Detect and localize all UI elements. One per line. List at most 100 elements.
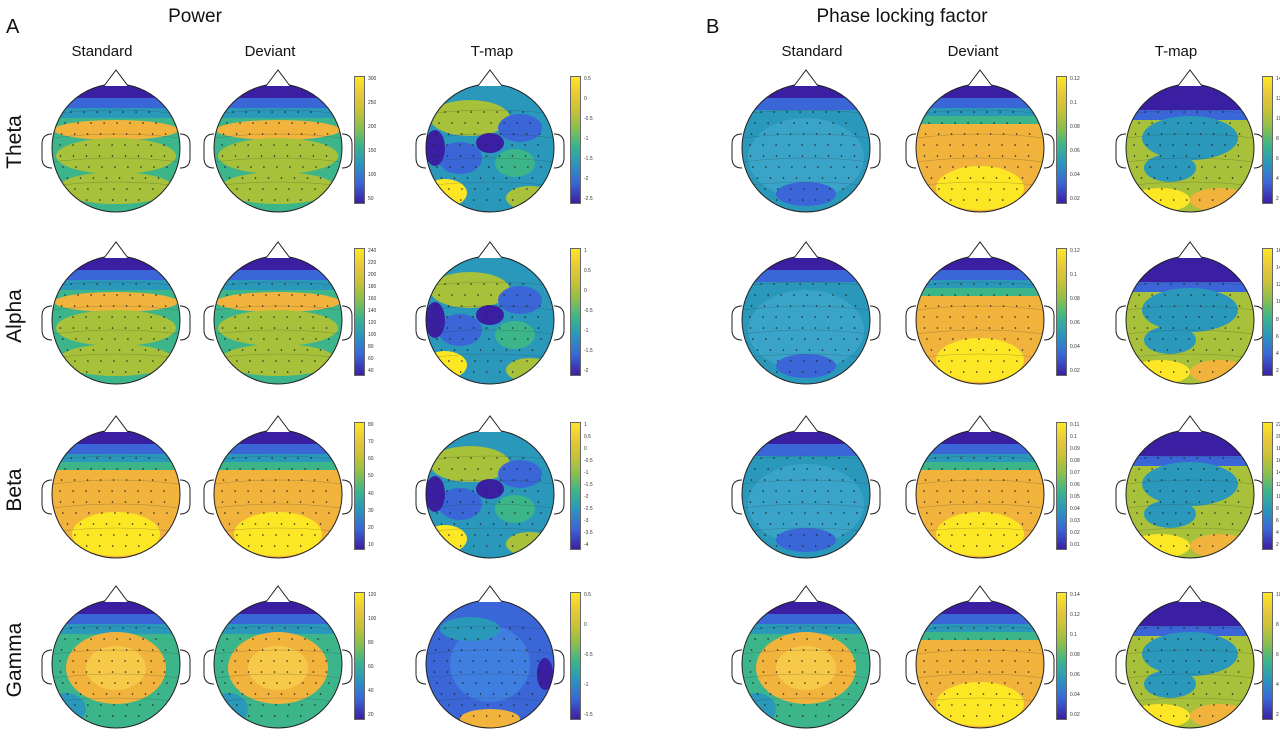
colorbar-tick-label: -3.5 (584, 530, 593, 536)
colorbar-tick-label: 10 (1276, 494, 1280, 500)
colorbar-a-theta-standard: 300 250 200 150 100 50 (354, 76, 376, 204)
colorbar-tick-label: -2 (584, 368, 589, 374)
row-label-beta: Beta (3, 468, 26, 512)
panel-b-col-deviant: Deviant (947, 43, 999, 60)
colorbar-tick-label: 0 (584, 288, 587, 294)
row-label-alpha: Alpha (3, 289, 26, 343)
colorbar-a-gamma-standard: 120 100 80 60 40 20 (354, 592, 376, 720)
colorbar-tick-label: 0.1 (1070, 272, 1077, 278)
colorbar-tick-label: 6 (1276, 518, 1279, 524)
row-label-gamma: Gamma (3, 622, 26, 698)
panel-b-title: Phase locking factor (816, 6, 988, 27)
colorbar-tick-label: 100 (368, 172, 377, 178)
colorbar-tick-label: 60 (368, 356, 374, 362)
colorbar-tick-label: 0.12 (1070, 248, 1080, 254)
colorbar-tick-label: 0.05 (1070, 494, 1080, 500)
colorbar-gradient (1262, 592, 1273, 720)
colorbar-tick-label: 150 (368, 148, 377, 154)
colorbar-tick-label: 0.02 (1070, 530, 1080, 536)
colorbar-tick-label: 40 (368, 490, 374, 497)
colorbar-tick-label: 0.5 (584, 76, 591, 82)
topoplot-a-gamma-deviant (203, 585, 353, 729)
colorbar-tick-label: 18 (1276, 446, 1280, 452)
colorbar-tick-label: 0.06 (1070, 672, 1080, 678)
colorbar-tick-label: 0.5 (584, 268, 591, 274)
topoplot-a-alpha-deviant (203, 241, 353, 385)
colorbar-tick-label: 220 (368, 260, 377, 266)
colorbar-tick-label: 160 (368, 296, 377, 302)
topoplot-a-theta-tmap (415, 69, 565, 213)
colorbar-tick-label: 0.12 (1070, 76, 1080, 82)
colorbar-tick-label: 1 (584, 248, 587, 254)
topoplot-a-theta-standard (41, 69, 191, 213)
colorbar-a-theta-tmap: 0.5 0 -0.5 -1 -1.5 -2 -2.5 (570, 76, 593, 204)
colorbar-tick-label: 0.08 (1070, 296, 1080, 302)
colorbar-tick-label: 100 (368, 616, 377, 622)
colorbar-tick-label: 20 (1276, 434, 1280, 440)
topoplot-a-gamma-tmap (415, 585, 565, 729)
colorbar-tick-label: 50 (368, 196, 374, 202)
topoplot-a-alpha-tmap (415, 241, 565, 385)
colorbar-tick-label: 0.1 (1070, 100, 1077, 106)
colorbar-gradient (570, 422, 581, 550)
colorbar-tick-label: 16 (1276, 248, 1280, 254)
colorbar-tick-label: 10 (1276, 592, 1280, 598)
colorbar-tick-label: 4 (1276, 350, 1279, 357)
colorbar-gradient (1056, 422, 1067, 550)
colorbar-tick-label: 80 (368, 344, 374, 350)
colorbar-tick-label: 0.08 (1070, 458, 1080, 464)
colorbar-tick-label: 0.11 (1070, 422, 1080, 428)
colorbar-a-beta-tmap: 1 0.5 0 -0.5 -1 -1.5 -2 -2.5 -3 -3.5 -4 (570, 422, 593, 550)
topoplot-b-alpha-standard (731, 241, 881, 385)
colorbar-tick-label: 0.01 (1070, 542, 1080, 548)
row-label-theta: Theta (3, 115, 26, 169)
colorbar-tick-label: -0.5 (584, 116, 593, 122)
colorbar-tick-label: 14 (1276, 470, 1280, 476)
colorbar-tick-label: 0.09 (1070, 446, 1080, 452)
colorbar-tick-label: 8 (1276, 316, 1279, 323)
colorbar-tick-label: 8 (1276, 622, 1279, 628)
topoplot-a-beta-standard (41, 415, 191, 559)
colorbar-b-gamma-tmap: 10 8 6 4 2 (1262, 592, 1280, 720)
colorbar-gradient (354, 592, 365, 720)
colorbar-tick-label: 20 (368, 712, 374, 718)
topoplot-a-alpha-standard (41, 241, 191, 385)
colorbar-tick-label: 200 (368, 124, 377, 130)
colorbar-tick-label: 2 (1276, 712, 1279, 718)
colorbar-tick-label: 120 (368, 320, 377, 326)
colorbar-tick-label: -1 (584, 470, 589, 476)
colorbar-tick-label: 12 (1276, 282, 1280, 289)
colorbar-tick-label: 0.5 (584, 434, 591, 440)
colorbar-tick-label: 0 (584, 96, 587, 102)
colorbar-tick-label: 8 (1276, 136, 1279, 142)
colorbar-a-beta-standard: 80 70 60 50 40 30 20 10 (354, 422, 374, 550)
colorbar-tick-label: 40 (368, 368, 374, 374)
colorbar-tick-label: 200 (368, 272, 377, 278)
colorbar-tick-label: 0.06 (1070, 482, 1080, 488)
colorbar-gradient (570, 76, 581, 204)
colorbar-tick-label: -2 (584, 494, 589, 500)
colorbar-tick-label: 180 (368, 284, 377, 290)
topoplot-b-gamma-tmap (1115, 585, 1265, 729)
colorbar-tick-label: 50 (368, 473, 374, 480)
colorbar-gradient (570, 592, 581, 720)
colorbar-tick-label: 8 (1276, 506, 1279, 512)
colorbar-gradient (1056, 592, 1067, 720)
colorbar-tick-label: -1 (584, 136, 589, 142)
colorbar-tick-label: 0.02 (1070, 368, 1080, 374)
colorbar-tick-label: 0.14 (1070, 592, 1080, 598)
topoplot-b-gamma-deviant (905, 585, 1055, 729)
colorbar-b-beta-tmap: 22 20 18 16 14 12 10 8 6 4 2 (1262, 422, 1280, 550)
colorbar-tick-label: 0.06 (1070, 320, 1080, 326)
colorbar-tick-label: 0.1 (1070, 434, 1077, 440)
topoplot-b-gamma-standard (731, 585, 881, 729)
colorbar-tick-label: 30 (368, 507, 374, 514)
colorbar-tick-label: 16 (1276, 458, 1280, 464)
colorbar-gradient (1056, 76, 1067, 204)
panel-b-col-standard: Standard (781, 43, 843, 60)
colorbar-tick-label: -0.5 (584, 458, 593, 464)
colorbar-b-theta-tmap: 14 12 10 8 6 4 2 (1262, 76, 1280, 204)
colorbar-tick-label: 0.03 (1070, 518, 1080, 524)
colorbar-tick-label: 0.5 (584, 592, 591, 598)
colorbar-tick-label: -2 (584, 176, 589, 182)
